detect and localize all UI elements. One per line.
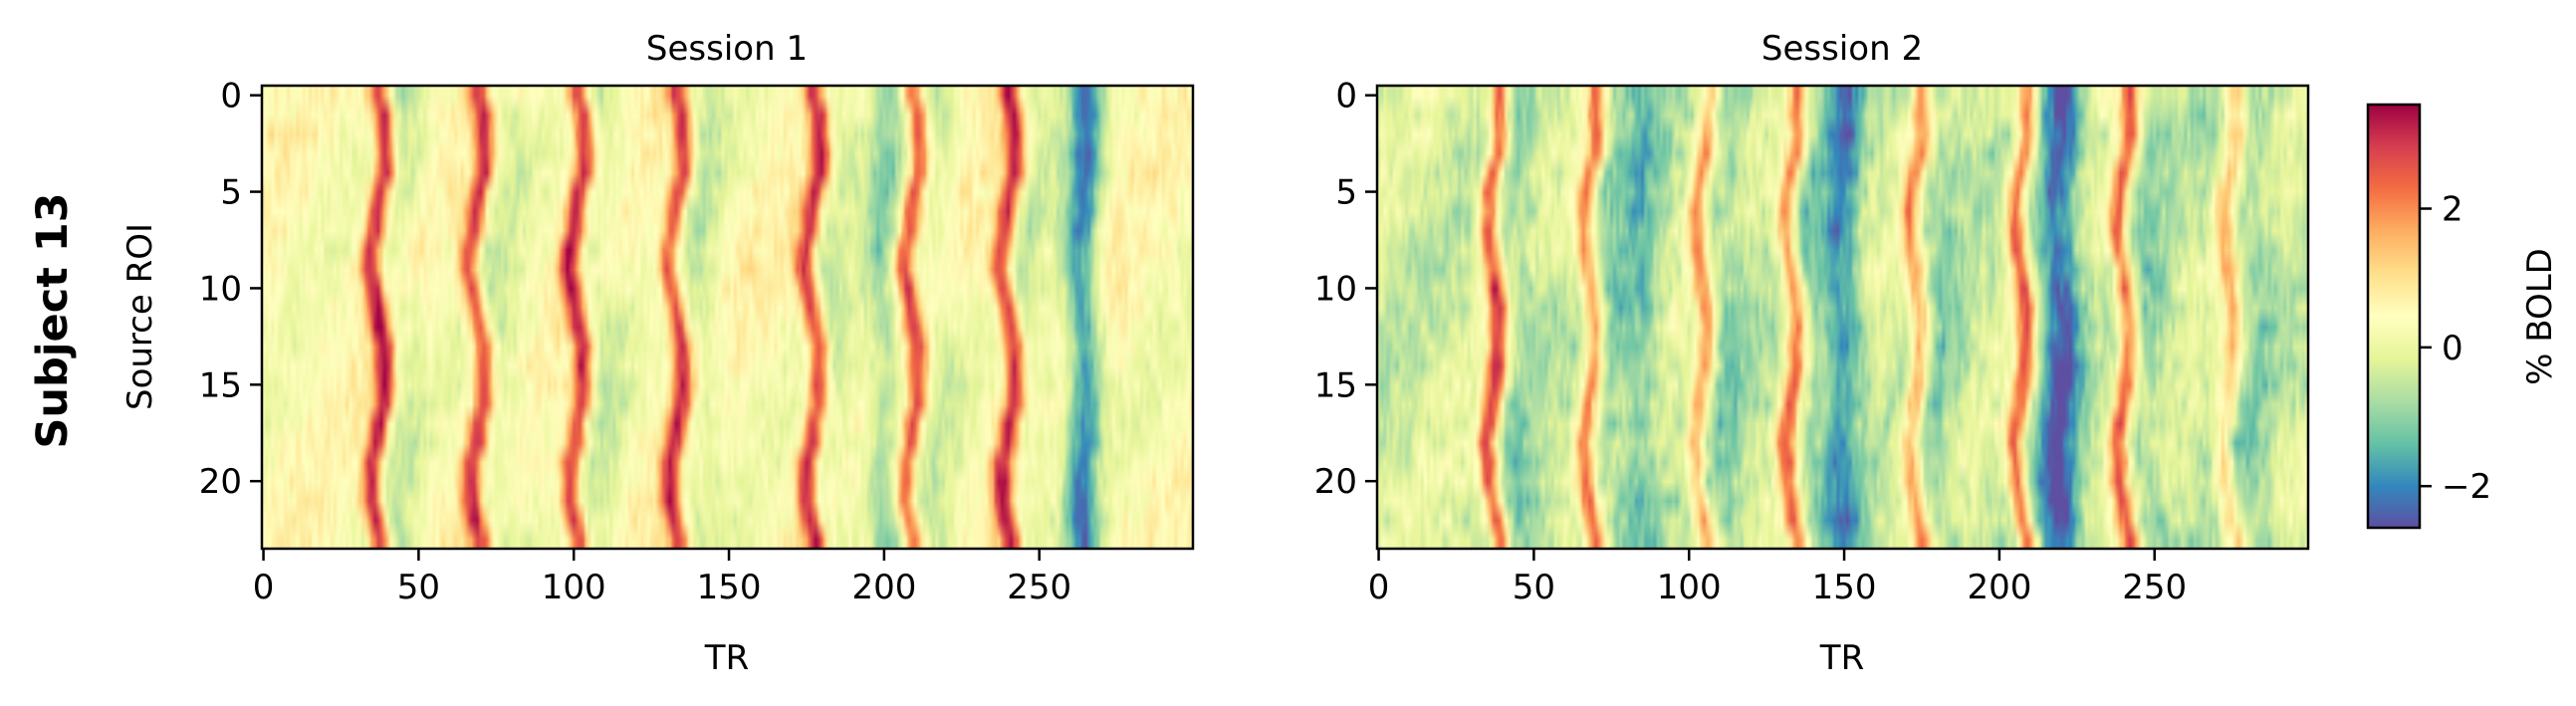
y-tick-label: 0 — [1335, 77, 1357, 117]
axes-frame-session-2 — [1375, 84, 2310, 551]
axes-frame-session-1 — [260, 84, 1195, 551]
y-tick-label: 5 — [1335, 173, 1357, 213]
panel-title-session-2: Session 2 — [1761, 29, 1923, 69]
y-tick-label: 15 — [199, 365, 242, 405]
x-tick-label: 200 — [1967, 568, 2031, 607]
colorbar-ticks: −2 0 2 — [2420, 190, 2491, 507]
x-tick-label: 250 — [1007, 568, 1071, 607]
subject-label: Subject 13 — [28, 192, 78, 448]
y-tick-label: 20 — [1314, 462, 1357, 502]
y-tick-label: 5 — [220, 173, 242, 213]
y-tick-label: 15 — [1314, 365, 1357, 405]
heatmap-image-session-1 — [262, 86, 1193, 549]
x-tick-label: 0 — [1368, 568, 1390, 607]
x-tick-label: 0 — [253, 568, 275, 607]
colorbar-tick-label: −2 — [2442, 467, 2491, 507]
y-axis-label-session-1: Source ROI — [120, 223, 160, 410]
panel-title-session-1: Session 1 — [646, 29, 808, 69]
x-tick-label: 150 — [697, 568, 762, 607]
colorbar-label: % BOLD — [2520, 248, 2560, 385]
y-tick-label: 0 — [220, 77, 242, 117]
x-tick-label: 100 — [542, 568, 606, 607]
heatmap-panel-session-1: Session 1 0 50 100 150 200 250 0 5 10 15 20 TR So… — [120, 29, 1195, 678]
y-axis-ticks-session-1: 0 5 10 15 20 — [199, 77, 262, 502]
heatmap-panel-session-2: Session 2 0 50 100 150 200 250 0 5 10 15 20 TR — [1314, 29, 2310, 678]
x-tick-label: 50 — [397, 568, 440, 607]
y-tick-label: 20 — [199, 462, 242, 502]
colorbar-tick-label: 0 — [2442, 329, 2463, 368]
y-axis-ticks-session-2: 0 5 10 15 20 — [1314, 77, 1377, 502]
x-axis-ticks-session-2: 0 50 100 150 200 250 — [1368, 549, 2187, 607]
x-tick-label: 200 — [851, 568, 916, 607]
x-tick-label: 100 — [1657, 568, 1722, 607]
colorbar-gradient — [2368, 105, 2420, 528]
y-tick-label: 10 — [1314, 269, 1357, 309]
colorbar: −2 0 2 % BOLD — [2366, 103, 2560, 530]
x-tick-label: 250 — [2122, 568, 2187, 607]
x-axis-ticks-session-1: 0 50 100 150 200 250 — [253, 549, 1071, 607]
colorbar-tick-label: 2 — [2442, 190, 2463, 230]
colorbar-frame — [2366, 103, 2422, 530]
x-axis-label-session-2: TR — [1819, 638, 1864, 678]
x-tick-label: 50 — [1513, 568, 1555, 607]
x-axis-label-session-1: TR — [704, 638, 749, 678]
y-tick-label: 10 — [199, 269, 242, 309]
heatmap-image-session-2 — [1377, 86, 2308, 549]
x-tick-label: 150 — [1812, 568, 1877, 607]
